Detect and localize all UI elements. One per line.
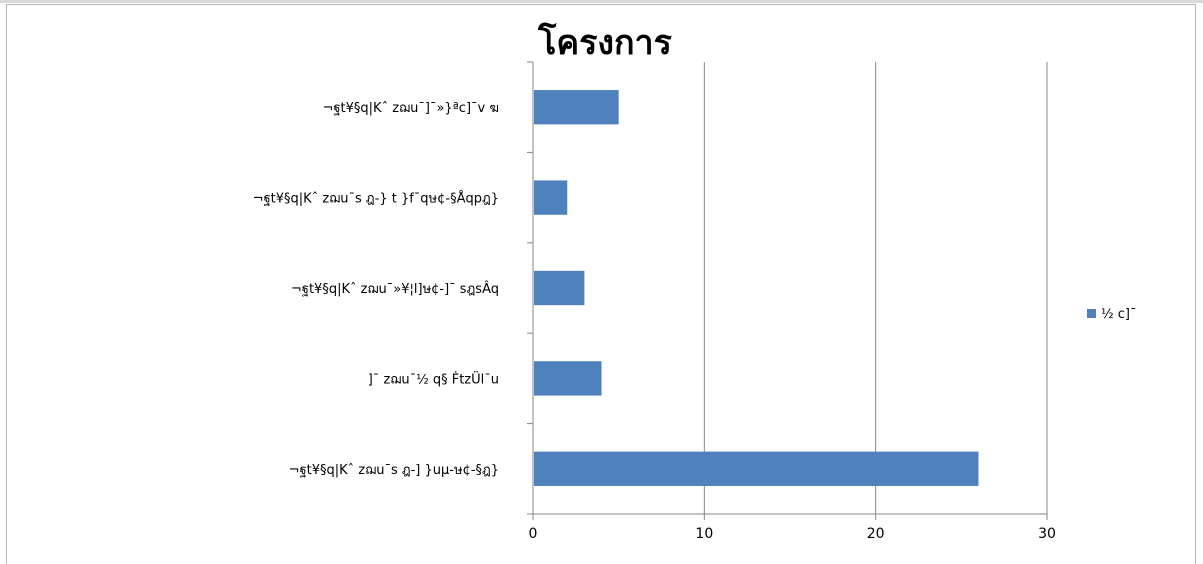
bar (534, 90, 619, 125)
category-label: ¬ฐt¥§q|Kˆ zฌu¯s ฎ-} t }f¯qษ¢-§Åqpฎ} (253, 191, 499, 207)
category-label: ¬ฐt¥§q|Kˆ zฌu¯»¥¦l]ษ¢-]¯ sฎsÂq (291, 281, 499, 297)
category-label: ]¯ zฌu¯½ q§ ḞtzÜl¯u (368, 370, 499, 387)
bar (534, 270, 585, 306)
bar (534, 180, 568, 215)
x-tick-label: 30 (1038, 526, 1056, 542)
category-label: ¬ฐt¥§q|Kˆ zฌu¯s ฎ-] }uµ-ษ¢-§ฎ} (289, 463, 499, 478)
bar (534, 451, 979, 486)
legend-label: ½ c]¯ (1101, 307, 1136, 322)
category-label: ¬ฐt¥§q|Kˆ zฌu¯]¯»}ªc]¯v ฆ (322, 101, 499, 116)
x-tick-label: 20 (867, 526, 885, 542)
bar (534, 361, 602, 396)
window-top-border (0, 0, 1203, 3)
chart-title: โครงการ (537, 22, 673, 63)
x-tick-label: 0 (529, 526, 538, 542)
legend-swatch (1087, 309, 1096, 318)
x-tick-label: 10 (695, 526, 713, 542)
